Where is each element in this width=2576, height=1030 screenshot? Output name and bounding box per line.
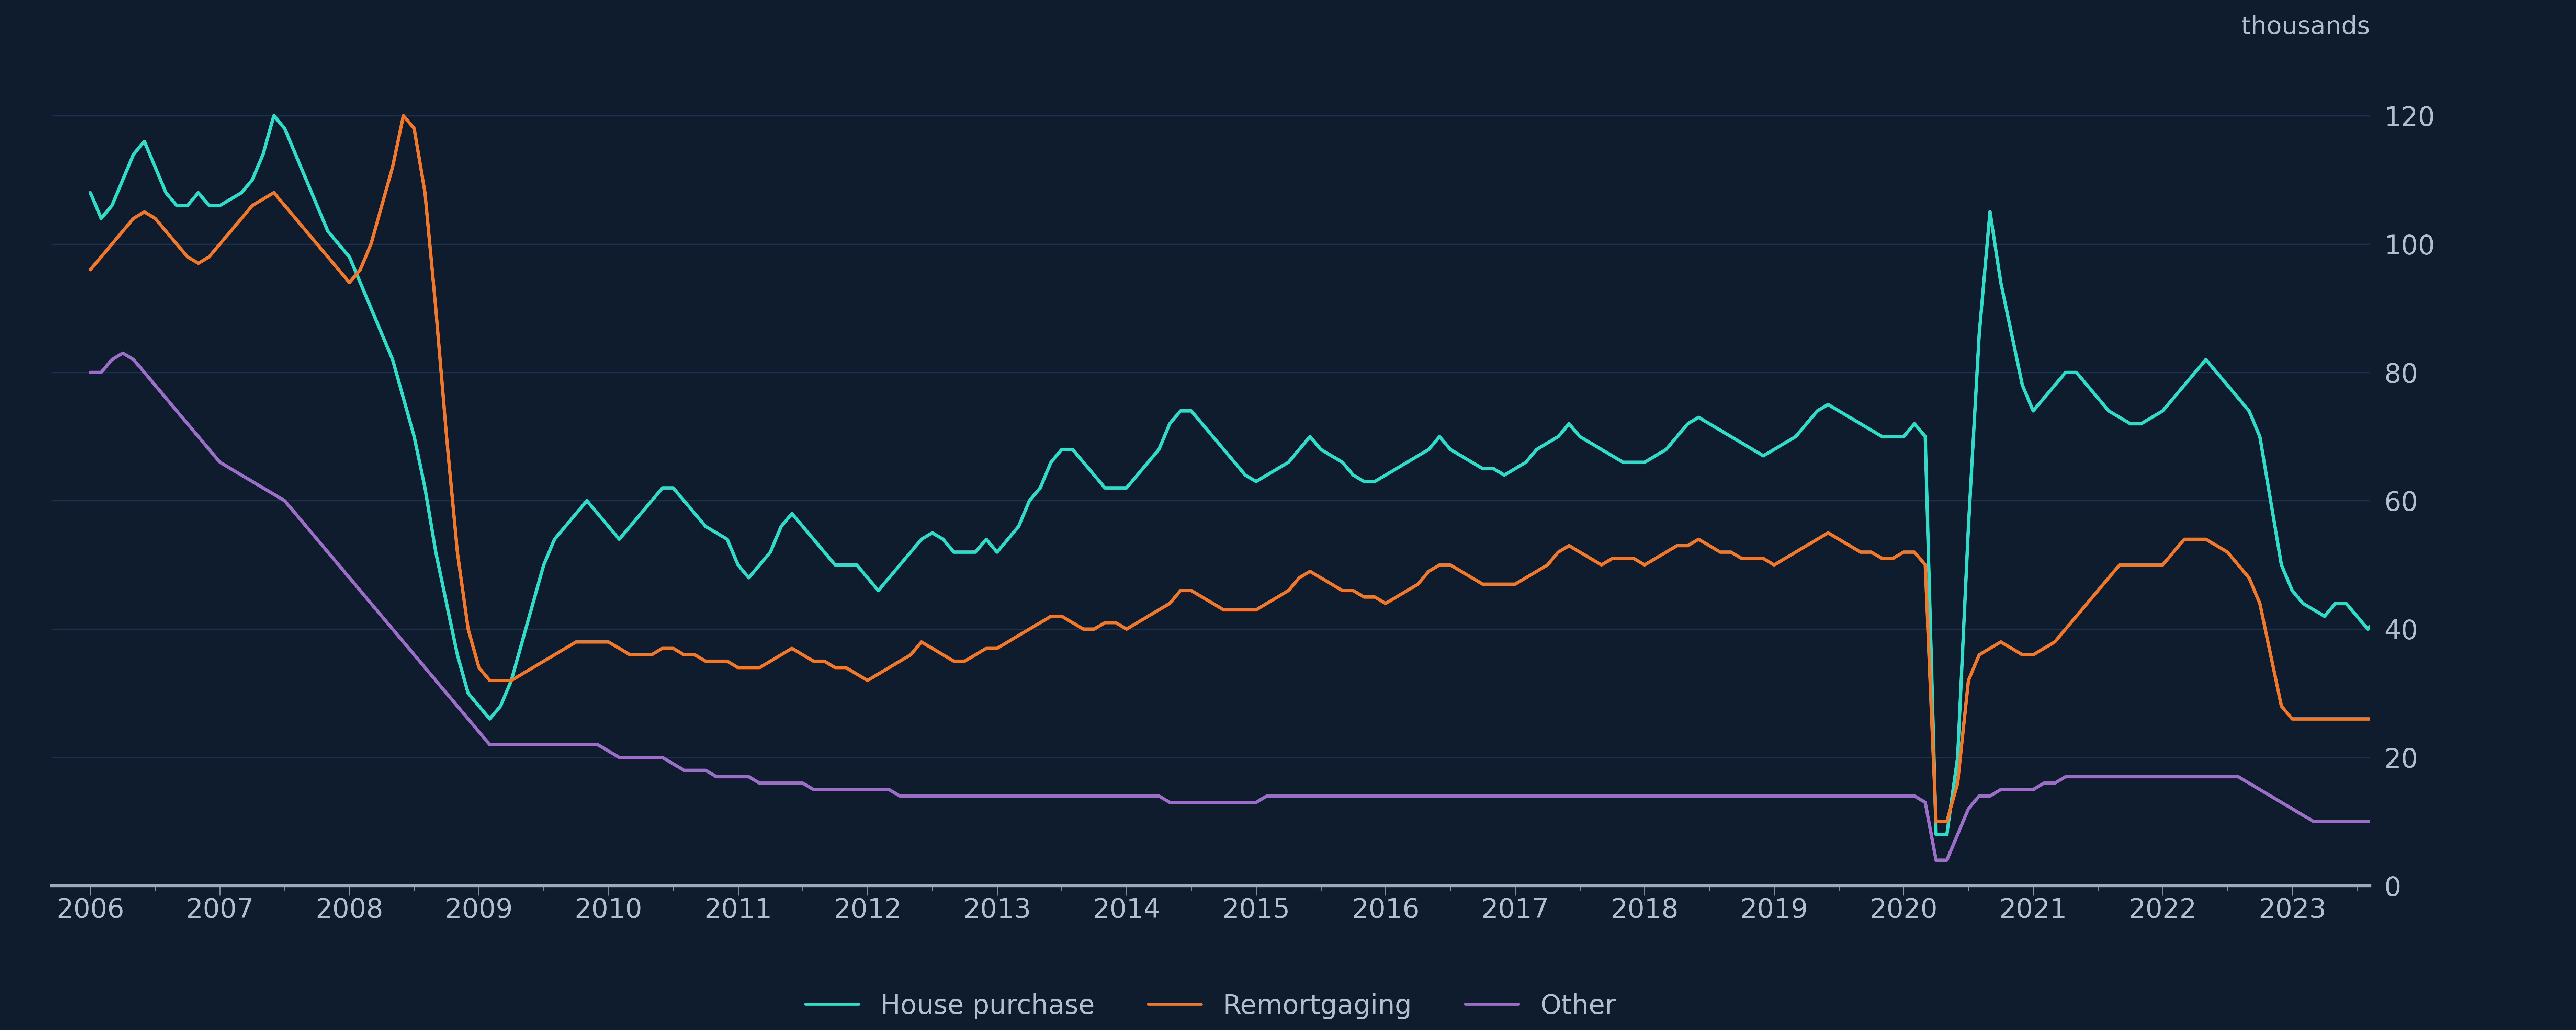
Text: thousands: thousands bbox=[2241, 15, 2370, 39]
Other bbox=[873, 784, 904, 796]
House purchase bbox=[139, 161, 170, 173]
House purchase bbox=[75, 186, 106, 199]
Other bbox=[616, 751, 647, 763]
Remortgaging bbox=[701, 655, 732, 667]
Line: House purchase: House purchase bbox=[90, 115, 2378, 834]
Line: Other: Other bbox=[90, 353, 2378, 860]
House purchase bbox=[507, 636, 538, 648]
House purchase bbox=[701, 526, 732, 539]
House purchase bbox=[1218, 456, 1249, 469]
Remortgaging bbox=[139, 212, 170, 225]
Remortgaging bbox=[507, 667, 538, 680]
House purchase bbox=[258, 109, 289, 122]
House purchase bbox=[2362, 610, 2393, 622]
Other bbox=[75, 367, 106, 379]
Remortgaging bbox=[1218, 604, 1249, 616]
Other bbox=[701, 770, 732, 783]
Line: Remortgaging: Remortgaging bbox=[90, 115, 2378, 822]
Remortgaging bbox=[389, 109, 420, 122]
House purchase bbox=[616, 520, 647, 533]
Legend: House purchase, Remortgaging, Other: House purchase, Remortgaging, Other bbox=[796, 983, 1625, 1030]
Other bbox=[149, 391, 180, 404]
House purchase bbox=[873, 572, 904, 584]
Other bbox=[1218, 796, 1249, 809]
Other bbox=[108, 347, 139, 359]
Other bbox=[507, 739, 538, 751]
Other bbox=[2362, 816, 2393, 828]
Other bbox=[1922, 854, 1953, 866]
House purchase bbox=[1922, 828, 1953, 840]
Remortgaging bbox=[1922, 816, 1953, 828]
Remortgaging bbox=[2362, 713, 2393, 725]
Remortgaging bbox=[873, 661, 904, 674]
Remortgaging bbox=[75, 264, 106, 276]
Remortgaging bbox=[616, 649, 647, 661]
